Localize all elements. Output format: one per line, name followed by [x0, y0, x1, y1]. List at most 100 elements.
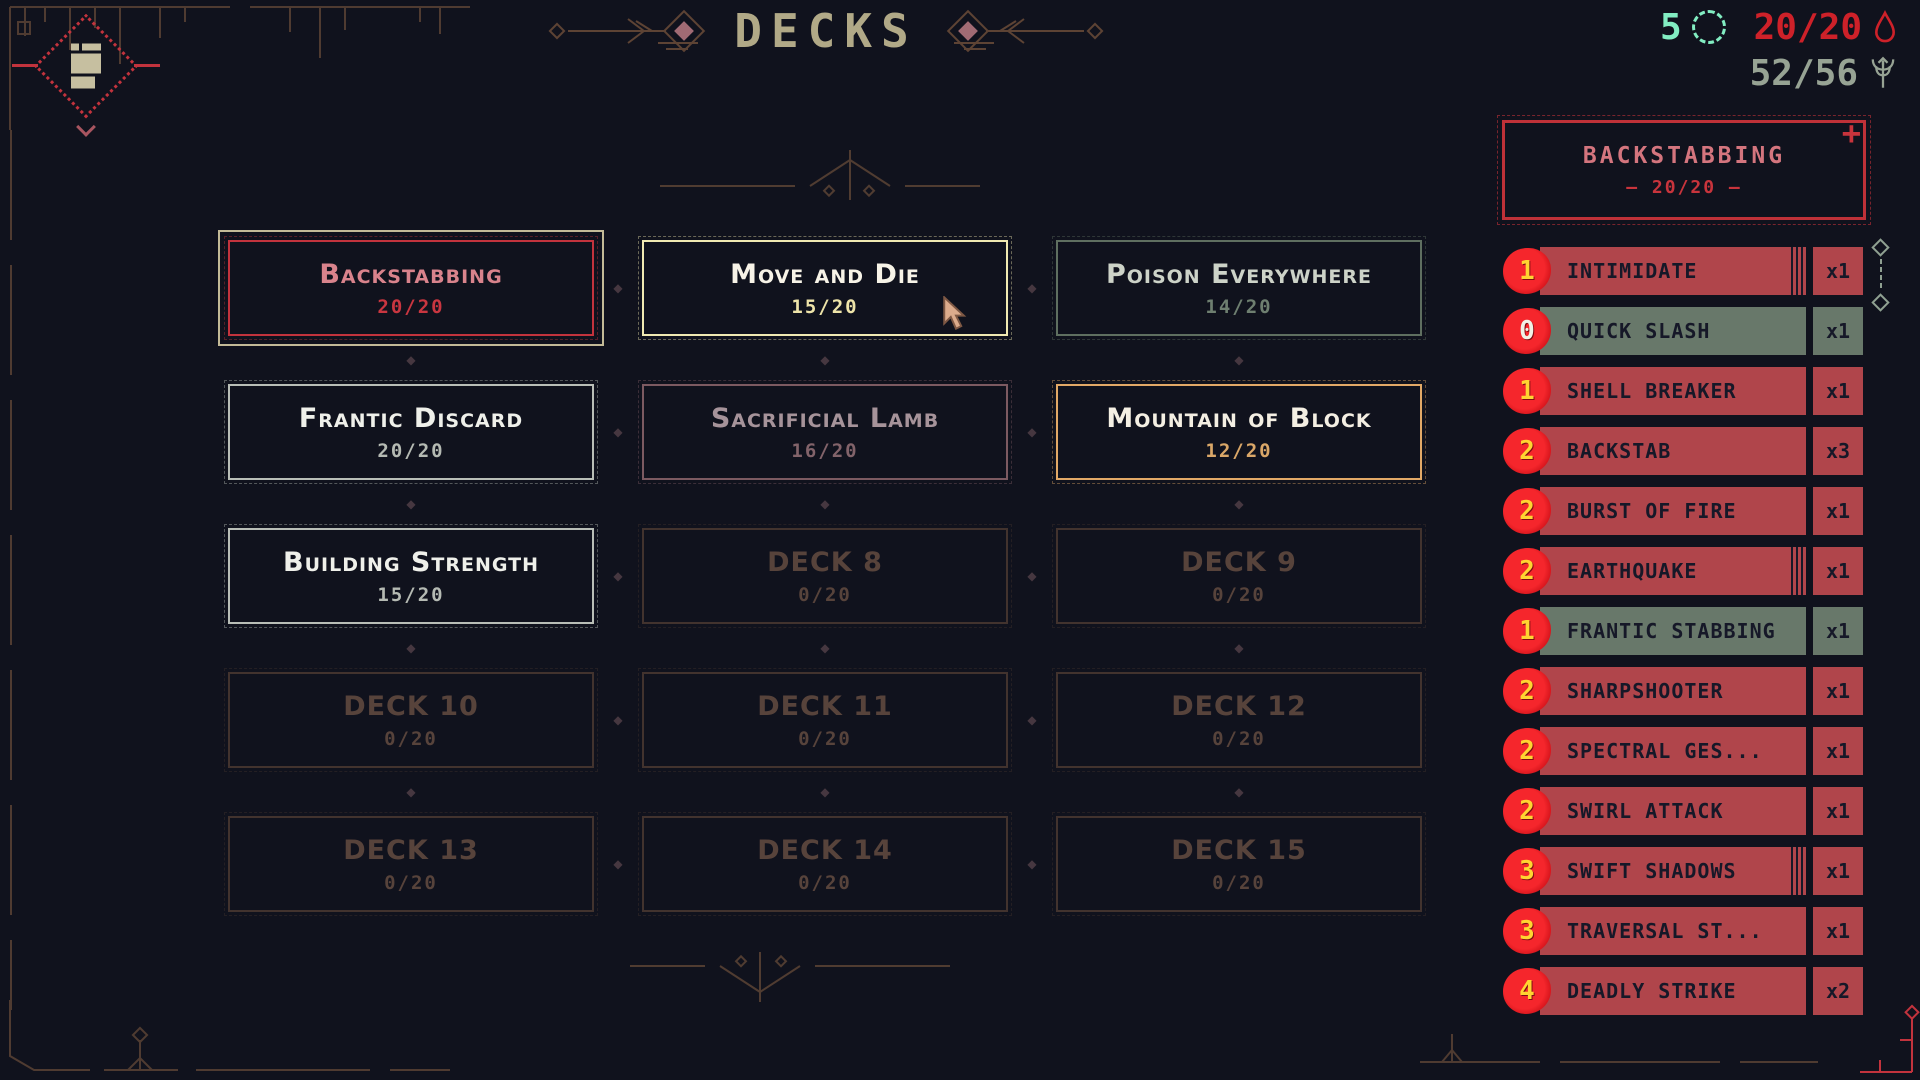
card-collection-value: 52/56 [1749, 52, 1858, 94]
card-row[interactable]: 0 QUICK SLASH x1 [1503, 307, 1863, 355]
deck-tile-count: 15/20 [377, 583, 445, 606]
card-collection-icon [1871, 56, 1895, 88]
deck-menu-button[interactable] [12, 13, 160, 137]
stats-row-secondary: 52/56 [1749, 52, 1898, 94]
card-stack-icon [71, 43, 101, 89]
card-quantity: x1 [1813, 667, 1863, 715]
bottom-left-frame-ornament [9, 1000, 450, 1071]
deck-tile-count: 0/20 [1212, 727, 1266, 750]
deck-tile-name: Backstabbing [319, 258, 503, 290]
deck-tile-count: 20/20 [377, 295, 445, 318]
scrollbar-track[interactable] [1879, 259, 1882, 291]
deck-tile-name: DECK 14 [757, 834, 893, 866]
stats-row-primary: 5 20/20 [1660, 7, 1898, 48]
card-cost-value: 2 [1519, 736, 1535, 766]
card-cost-value: 3 [1519, 856, 1535, 886]
card-cost-badge: 3 [1503, 848, 1551, 894]
deck-tile-count: 0/20 [1212, 583, 1266, 606]
card-cost-value: 1 [1519, 616, 1535, 646]
card-name: BACKSTAB [1567, 439, 1672, 463]
deck-tile[interactable]: Mountain of Block 12/20 [1052, 380, 1426, 484]
deck-tile-count: 12/20 [1205, 439, 1273, 462]
card-cost-badge: 1 [1503, 608, 1551, 654]
card-row[interactable]: 1 INTIMIDATE x1 [1503, 247, 1863, 295]
deck-tile[interactable]: DECK 8 0/20 [638, 524, 1012, 628]
scrollbar-end-icon[interactable] [1871, 293, 1890, 312]
card-name-bar: BURST OF FIRE [1540, 487, 1806, 535]
card-row[interactable]: 2 SHARPSHOOTER x1 [1503, 667, 1863, 715]
card-quantity: x1 [1813, 847, 1863, 895]
card-row[interactable]: 4 DEADLY STRIKE x2 [1503, 967, 1863, 1015]
card-cost-value: 2 [1519, 796, 1535, 826]
card-cost-badge: 2 [1503, 788, 1551, 834]
scrollbar-thumb-icon[interactable] [1871, 238, 1890, 257]
deck-tile[interactable]: Sacrificial Lamb 16/20 [638, 380, 1012, 484]
deck-tile-name: Building Strength [283, 546, 539, 578]
card-cost-value: 1 [1519, 256, 1535, 286]
card-row[interactable]: 3 TRAVERSAL ST... x1 [1503, 907, 1863, 955]
deck-grid: Backstabbing 20/20 Move and Die 15/20 Po… [218, 230, 1426, 916]
deck-tile-count: 14/20 [1205, 295, 1273, 318]
deck-tile[interactable]: Frantic Discard 20/20 [224, 380, 598, 484]
card-cost-value: 1 [1519, 376, 1535, 406]
deck-tile[interactable]: DECK 15 0/20 [1052, 812, 1426, 916]
card-list-scrollbar[interactable] [1871, 238, 1890, 312]
deck-tile[interactable]: DECK 11 0/20 [638, 668, 1012, 772]
deck-tile[interactable]: DECK 14 0/20 [638, 812, 1012, 916]
deck-tile[interactable]: DECK 12 0/20 [1052, 668, 1426, 772]
add-card-button[interactable]: + [1841, 114, 1861, 152]
energy-orb-icon [1691, 10, 1726, 44]
current-deck-count: – 20/20 – [1626, 176, 1742, 198]
card-name: DEADLY STRIKE [1567, 979, 1737, 1003]
deck-tile[interactable]: DECK 10 0/20 [224, 668, 598, 772]
chevron-down-icon [76, 117, 96, 137]
deck-tile-name: DECK 13 [343, 834, 479, 866]
card-name: QUICK SLASH [1567, 319, 1711, 343]
deck-tile[interactable]: Poison Everywhere 14/20 [1052, 236, 1426, 340]
current-deck-panel[interactable]: BACKSTABBING – 20/20 – + [1497, 114, 1871, 225]
title-flourish-right [946, 9, 1104, 53]
card-quantity: x1 [1813, 727, 1863, 775]
left-frame-line [10, 130, 12, 1010]
card-name: TRAVERSAL ST... [1567, 919, 1763, 943]
card-row[interactable]: 1 SHELL BREAKER x1 [1503, 367, 1863, 415]
card-name: SPECTRAL GES... [1567, 739, 1763, 763]
deck-tile[interactable]: Building Strength 15/20 [224, 524, 598, 628]
deck-tile-name: DECK 8 [767, 546, 883, 578]
card-name-bar: TRAVERSAL ST... [1540, 907, 1806, 955]
page-title: DECKS [734, 4, 918, 58]
health-stat: 20/20 [1754, 7, 1898, 48]
deck-tile-count: 20/20 [377, 439, 445, 462]
deck-tile-count: 0/20 [798, 727, 852, 750]
deck-tile[interactable]: DECK 13 0/20 [224, 812, 598, 916]
card-row[interactable]: 2 EARTHQUAKE x1 [1503, 547, 1863, 595]
deck-tile-count: 0/20 [384, 727, 438, 750]
card-quantity: x1 [1813, 367, 1863, 415]
energy-stat: 5 [1660, 7, 1726, 48]
card-row[interactable]: 1 FRANTIC STABBING x1 [1503, 607, 1863, 655]
card-row[interactable]: 3 SWIFT SHADOWS x1 [1503, 847, 1863, 895]
deck-tile[interactable]: DECK 9 0/20 [1052, 524, 1426, 628]
card-name: FRANTIC STABBING [1567, 619, 1776, 643]
card-row[interactable]: 2 SWIRL ATTACK x1 [1503, 787, 1863, 835]
deck-tile-count: 0/20 [798, 583, 852, 606]
card-name-bar: SWIFT SHADOWS [1540, 847, 1806, 895]
deck-tile-name: Poison Everywhere [1105, 258, 1373, 290]
card-cost-value: 2 [1519, 436, 1535, 466]
resource-stats: 5 20/20 52/56 [1660, 7, 1898, 94]
card-cost-badge: 0 [1503, 308, 1551, 354]
card-row[interactable]: 2 BACKSTAB x3 [1503, 427, 1863, 475]
card-cost-badge: 2 [1503, 488, 1551, 534]
card-row[interactable]: 2 SPECTRAL GES... x1 [1503, 727, 1863, 775]
current-deck-name: BACKSTABBING [1582, 142, 1786, 169]
card-quantity: x1 [1813, 547, 1863, 595]
card-bar-stripes [1791, 547, 1806, 595]
card-name: SHELL BREAKER [1567, 379, 1737, 403]
card-cost-badge: 1 [1503, 248, 1551, 294]
card-name: SWIRL ATTACK [1567, 799, 1724, 823]
health-value: 20/20 [1753, 6, 1862, 48]
deck-tile[interactable]: Backstabbing 20/20 [218, 230, 604, 346]
card-cost-value: 4 [1519, 976, 1535, 1006]
card-row[interactable]: 2 BURST OF FIRE x1 [1503, 487, 1863, 535]
card-name-bar: SHELL BREAKER [1540, 367, 1806, 415]
